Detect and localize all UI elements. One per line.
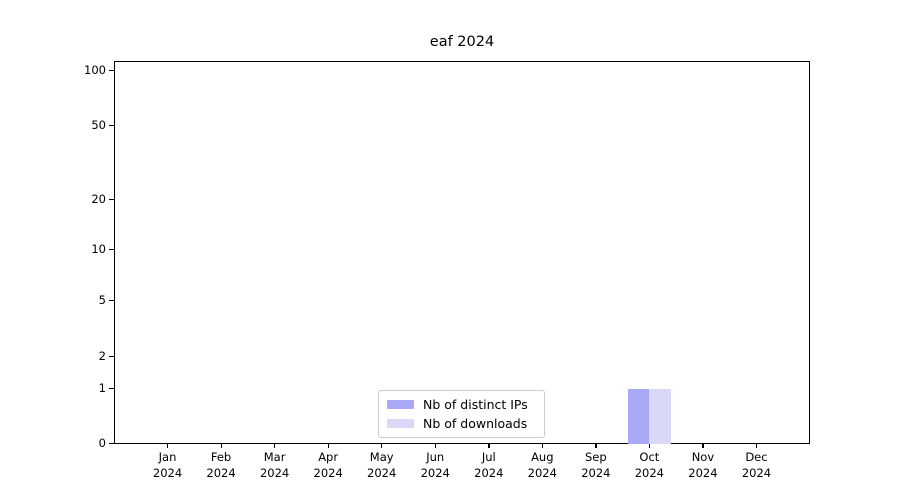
bar-oct-downloads — [649, 388, 671, 444]
x-tick-label-apr: Apr 2024 — [313, 450, 343, 480]
plot-area — [114, 61, 810, 444]
x-tick-mark-nov — [702, 443, 704, 448]
y-tick-mark-10 — [109, 248, 114, 250]
y-tick-mark-1 — [109, 388, 114, 390]
x-tick-label-jan: Jan 2024 — [152, 450, 183, 480]
y-tick-mark-50 — [109, 124, 114, 126]
x-tick-mark-sep — [595, 443, 597, 448]
legend: Nb of distinct IPs Nb of downloads — [378, 390, 545, 438]
x-tick-mark-may — [381, 443, 383, 448]
legend-label-downloads: Nb of downloads — [423, 416, 528, 431]
x-tick-mark-jan — [167, 443, 169, 448]
legend-label-distinct-ips: Nb of distinct IPs — [423, 397, 528, 412]
x-tick-mark-jul — [488, 443, 490, 448]
x-tick-label-sep: Sep 2024 — [581, 450, 611, 480]
y-tick-mark-5 — [109, 300, 114, 302]
bar-oct-distinct-ips — [627, 388, 650, 444]
y-tick-label-10: 10 — [91, 241, 106, 256]
x-tick-mark-oct — [648, 443, 651, 448]
y-tick-label-1: 1 — [98, 381, 106, 395]
y-tick-label-5: 5 — [98, 293, 106, 307]
legend-swatch-distinct-ips — [387, 400, 414, 409]
x-tick-label-aug: Aug 2024 — [527, 450, 557, 480]
chart-title: eaf 2024 — [429, 34, 495, 50]
y-tick-label-0: 0 — [98, 436, 106, 450]
legend-item-distinct-ips: Nb of distinct IPs — [387, 397, 536, 412]
y-tick-mark-20 — [109, 198, 114, 200]
x-tick-mark-aug — [541, 443, 544, 448]
x-tick-mark-apr — [327, 443, 329, 448]
x-tick-label-jul: Jul 2024 — [474, 450, 504, 480]
legend-item-downloads: Nb of downloads — [387, 416, 536, 431]
x-tick-label-oct: Oct 2024 — [634, 450, 665, 480]
y-tick-mark-0 — [109, 443, 114, 445]
legend-swatch-downloads — [387, 419, 414, 428]
y-tick-label-2: 2 — [98, 348, 106, 363]
x-tick-mark-dec — [755, 443, 758, 448]
y-tick-mark-100 — [109, 69, 114, 71]
y-tick-mark-2 — [109, 355, 114, 357]
x-tick-label-may: May 2024 — [367, 450, 397, 480]
x-tick-label-dec: Dec 2024 — [741, 450, 772, 480]
x-tick-label-feb: Feb 2024 — [206, 450, 236, 480]
x-tick-mark-feb — [220, 443, 222, 448]
x-tick-mark-mar — [274, 443, 276, 448]
x-tick-mark-jun — [434, 443, 437, 448]
x-tick-label-jun: Jun 2024 — [420, 450, 450, 480]
y-tick-label-100: 100 — [84, 62, 106, 77]
x-tick-label-nov: Nov 2024 — [688, 450, 718, 480]
x-tick-label-mar: Mar 2024 — [259, 450, 290, 480]
y-tick-label-50: 50 — [91, 117, 106, 132]
y-tick-label-20: 20 — [91, 191, 106, 206]
